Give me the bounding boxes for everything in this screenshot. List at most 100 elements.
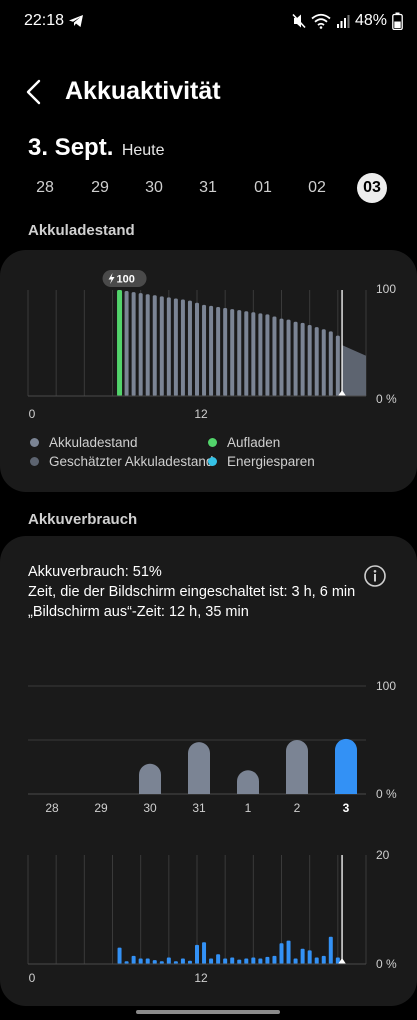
level-bar: [180, 299, 185, 396]
hourly-usage-bar: [251, 957, 256, 964]
hourly-usage-bar: [272, 955, 277, 964]
battery-percent: 48%: [354, 12, 387, 29]
page-title: Akkuaktivität: [65, 77, 221, 105]
level-bar: [335, 335, 340, 396]
legend-item: Akkuladestand: [30, 435, 138, 450]
hourly-usage-bar: [202, 942, 207, 964]
hourly-usage-bar: [293, 958, 298, 964]
legend-label: Geschätzter Akkuladestand: [49, 454, 214, 469]
level-bar: [202, 304, 207, 396]
hourly-usage-bar: [152, 960, 157, 964]
level-bar: [216, 306, 221, 396]
day-label: 28: [45, 801, 59, 815]
legend-dot: [30, 438, 39, 447]
date-main: 3. Sept.: [28, 134, 114, 161]
hourly-usage-bar: [159, 961, 164, 964]
level-bar: [152, 295, 157, 396]
hourly-usage-bar: [237, 959, 242, 964]
legend-item: Energiesparen: [208, 454, 315, 469]
level-bar: [279, 318, 284, 396]
level-bar: [159, 296, 164, 396]
hourly-usage-bar: [145, 958, 150, 964]
level-bar: [124, 291, 129, 396]
daily-usage-bar[interactable]: [139, 763, 161, 794]
hourly-usage-bar: [279, 943, 284, 964]
hourly-usage-bar: [166, 957, 171, 964]
daily-usage-bar[interactable]: [237, 770, 259, 794]
hourly-usage-bar: [300, 948, 305, 964]
legend-dot: [208, 438, 217, 447]
x-axis-label: 0: [29, 971, 36, 985]
mute-icon: [292, 13, 306, 29]
status-bar: 22:18 48%: [0, 0, 417, 44]
day-item[interactable]: 28: [36, 179, 54, 196]
charge-badge: 100: [102, 270, 147, 287]
hourly-usage-bar: [223, 958, 228, 964]
battery-usage-card: Akkuverbrauch: 51% Zeit, die der Bildsch…: [0, 536, 417, 1006]
telegram-icon: [69, 15, 83, 27]
hourly-usage-bar: [187, 960, 192, 964]
level-bar: [195, 302, 199, 396]
daily-usage-bar[interactable]: [335, 738, 357, 794]
day-label: 29: [94, 801, 108, 815]
date-sub: Heute: [121, 142, 165, 159]
section-label-usage: Akkuverbrauch: [28, 511, 138, 528]
level-bar: [138, 293, 143, 396]
now-marker-triangle: [338, 958, 347, 964]
wifi-icon: [311, 13, 331, 29]
charging-bar: [117, 290, 123, 396]
x-axis-label: 0: [29, 407, 36, 421]
back-arrow-icon[interactable]: [22, 78, 48, 106]
hourly-usage-bar: [216, 954, 221, 964]
y-axis-bottom-label: 0 %: [376, 957, 397, 971]
legend-dot: [30, 457, 39, 466]
x-axis-label: 12: [194, 407, 208, 421]
legend-item: Geschätzter Akkuladestand: [30, 454, 213, 469]
hourly-usage-bar: [258, 958, 263, 964]
now-marker-triangle: [338, 390, 347, 396]
hourly-usage-bar: [138, 958, 143, 964]
level-bar: [265, 314, 270, 396]
day-label: 1: [245, 801, 252, 815]
daily-usage-bar[interactable]: [286, 740, 308, 794]
x-axis-label: 12: [194, 971, 208, 985]
usage-summary: Akkuverbrauch: 51% Zeit, die der Bildsch…: [28, 562, 355, 622]
charge-badge-value: 100: [117, 274, 135, 286]
legend-label: Energiesparen: [227, 454, 315, 469]
level-bar: [244, 311, 249, 396]
level-bar: [328, 331, 333, 396]
info-icon[interactable]: [363, 564, 387, 588]
y-axis-bottom-label: 0 %: [376, 392, 397, 406]
estimated-level-area: [342, 345, 366, 396]
day-item[interactable]: 02: [308, 179, 326, 196]
day-item-selected[interactable]: 03: [357, 173, 387, 203]
hourly-usage-chart: 20 0 % 0 12: [27, 848, 397, 985]
hourly-usage-bar: [307, 950, 312, 964]
hourly-usage-bar: [117, 947, 122, 964]
day-item[interactable]: 01: [254, 179, 272, 196]
hourly-usage-bar: [230, 957, 235, 964]
hourly-usage-bar: [173, 961, 178, 964]
hourly-usage-bar: [265, 956, 270, 964]
app-header: Akkuaktivität: [0, 66, 417, 118]
level-bar: [131, 292, 136, 396]
day-strip: 28 29 30 31 01 02 03: [0, 170, 417, 206]
level-bar: [300, 322, 305, 396]
hourly-usage-bar: [321, 955, 326, 964]
day-item[interactable]: 31: [199, 179, 217, 196]
gesture-handle[interactable]: [136, 1010, 280, 1014]
battery-level-card: 100 100 0 % 0 12 Akkuladestand Aufladen …: [0, 250, 417, 492]
legend-dot: [208, 457, 217, 466]
level-bar: [209, 305, 214, 396]
daily-usage-bar[interactable]: [188, 742, 210, 794]
y-axis-top-label: 100: [376, 282, 396, 296]
level-bar: [251, 312, 256, 396]
level-bar: [173, 298, 178, 396]
screen-off-time: „Bildschirm aus“-Zeit: 12 h, 35 min: [28, 604, 249, 620]
day-item[interactable]: 29: [91, 179, 109, 196]
hourly-usage-bar: [180, 958, 185, 964]
level-bar: [272, 316, 277, 396]
level-bar: [166, 297, 171, 396]
status-time: 22:18: [24, 12, 65, 29]
day-item[interactable]: 30: [145, 179, 163, 196]
